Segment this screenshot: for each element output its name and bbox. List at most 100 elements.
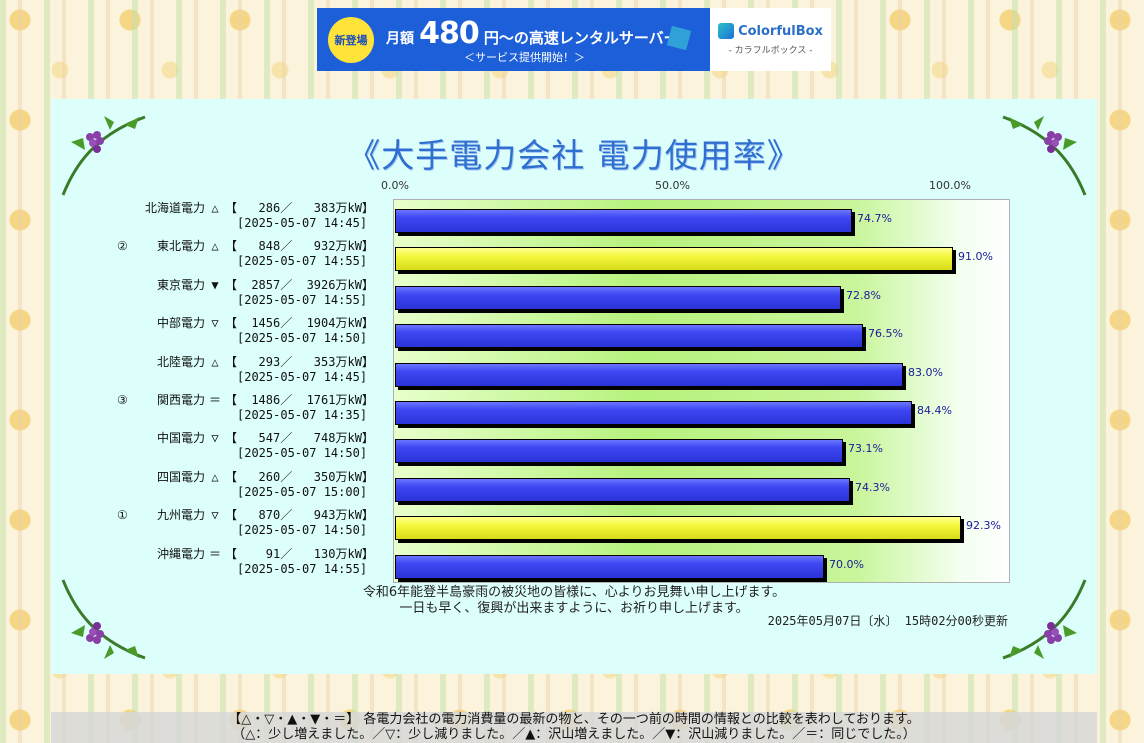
capacity-value: 943 [313,508,336,523]
capacity-value: 932 [313,239,336,254]
row-timestamp: 2025-05-07 14:55 [244,292,360,307]
unit-label: 万kW [335,431,362,446]
usage-bar [395,324,863,349]
row-label: ① 九州電力 ▽ 【 870／ 943万kW】 [2025-05-07 14:50] [117,508,374,538]
usage-bar [395,247,953,272]
brand-kana: - カラフルボックス - [728,46,813,56]
trend-symbol: ▽ [211,316,219,331]
unit-label: 万kW [335,508,362,523]
row-label: 北陸電力 △ 【 293／ 353万kW】 [2025-05-07 14:45] [117,355,374,385]
grape-vine-icon [1002,579,1087,660]
row-label: ③ 関西電力＝【 1486／ 1761万kW】 [2025-05-07 14:35] [117,393,374,422]
unit-label: 万kW [335,201,362,215]
row-timestamp: 2025-05-07 14:50 [244,446,360,461]
capacity-value: 130 [313,546,336,561]
bar-value-label: 76.5% [868,327,903,341]
banner-prefix: 月額 [386,31,414,47]
usage-value: 260 [258,469,281,484]
sympathy-message-line2: 一日も早く、復興が出来ますように、お祈り申し上げます。 [399,601,749,616]
grape-vine-icon [61,579,146,660]
legend-footer: 【△・▽・▲・▼・＝】 各電力会社の電力消費量の最新の物と、その一つ前の時間の情… [51,712,1097,743]
usage-value: 848 [258,239,281,254]
usage-bar [395,516,961,541]
capacity-value: 350 [313,469,336,484]
usage-value: 2857 [251,277,281,292]
unit-label: 万kW [335,354,362,369]
banner-subtitle: ＜サービス提供開始！＞ [464,51,585,64]
row-label: 沖縄電力＝【 91／ 130万kW】 [2025-05-07 14:55] [117,547,374,577]
row-timestamp: 2025-05-07 14:35 [244,408,360,422]
trend-symbol: ＝ [208,393,221,407]
colorfulbox-logo-icon [718,23,735,39]
row-label: ② 東北電力 △ 【 848／ 932万kW】 [2025-05-07 14:55] [117,239,374,269]
grape-vine-icon [61,115,146,196]
capacity-value: 748 [313,431,336,446]
sympathy-message-line1: 令和6年能登半島豪雨の被災地の皆様に、心よりお見舞い申し上げます。 [362,585,786,600]
company-name: 沖縄電力 [156,546,205,561]
x-tick-label: 0.0% [381,179,409,192]
trend-symbol: △ [211,354,219,369]
row-label: 中部電力 ▽ 【 1456／ 1904万kW】 [2025-05-07 14:50] [117,316,374,346]
usage-value: 293 [258,354,281,369]
rank-badge: ① [117,508,128,523]
trend-symbol: ＝ [208,546,221,561]
banner-suffix: 円～の高速レンタルサーバー [483,29,679,47]
usage-value: 1456 [251,316,281,331]
trend-symbol: ▼ [211,277,219,292]
bar-value-label: 84.4% [917,404,952,417]
row-timestamp: 2025-05-07 14:55 [244,561,360,576]
capacity-value: 1904 [306,316,336,331]
unit-label: 万kW [335,239,362,254]
row-timestamp: 2025-05-07 14:45 [244,216,360,230]
company-name: 四国電力 [156,469,205,484]
row-label: 北海道電力 △ 【 286／ 383万kW】 [2025-05-07 14:45] [117,201,374,231]
usage-bar [395,401,912,425]
usage-value: 870 [258,508,281,523]
bar-plot-area: 74.7% 91.0% 72.8% 76.5% 83.0% 84.4% 73.1% 74.3%… [393,199,1010,583]
bar-value-label: 92.3% [966,519,1001,533]
legend-line2: （△：少し増えました。／▽：少し減りました。／▲：沢山増えました。／▼：沢山減り… [232,727,916,742]
row-timestamp: 2025-05-07 14:50 [244,523,360,538]
trend-symbol: △ [211,201,219,215]
usage-bar [395,209,852,233]
bar-value-label: 91.0% [958,250,993,264]
bar-value-label: 74.7% [857,212,892,225]
company-name: 中国電力 [156,431,205,446]
brand-name: ColorfulBox [738,23,823,39]
usage-value: 286 [258,201,281,215]
ad-banner[interactable]: 新登場 月額 480 円～の高速レンタルサーバー ＜サービス提供開始！＞ Col… [317,8,831,71]
bar-value-label: 74.3% [855,480,890,494]
usage-bar [395,477,850,502]
trend-symbol: △ [211,469,219,484]
usage-value: 91 [265,546,281,561]
row-label: 四国電力 △ 【 260／ 350万kW】 [2025-05-07 15:00] [117,470,374,500]
company-name: 東北電力 [156,239,205,254]
row-timestamp: 2025-05-07 14:45 [244,369,360,384]
usage-bar [395,362,903,387]
unit-label: 万kW [335,469,362,484]
unit-label: 万kW [335,316,362,331]
usage-value: 547 [258,431,281,446]
rank-badge: ③ [117,393,128,407]
trend-symbol: △ [211,239,219,254]
usage-value: 1486 [251,393,281,407]
capacity-value: 3926 [306,277,336,292]
trend-symbol: ▽ [211,431,219,446]
company-name: 九州電力 [156,508,205,523]
company-name: 北海道電力 [144,201,205,215]
page-title: 《大手電力会社 電力使用率》 [347,136,801,175]
banner-price: 480 [419,16,480,51]
unit-label: 万kW [335,393,362,407]
company-name: 中部電力 [156,316,205,331]
bar-value-label: 83.0% [908,365,943,379]
company-name: 関西電力 [156,393,205,407]
bar-value-label: 73.1% [848,442,883,456]
usage-panel: 《大手電力会社 電力使用率》 0.0% 50.0% 100.0% 北海道電力 △ 【… [51,99,1097,674]
row-label: 東京電力 ▼ 【 2857／ 3926万kW】 [2025-05-07 14:55] [117,278,374,308]
banner-new-badge: 新登場 [328,16,374,63]
row-timestamp: 2025-05-07 15:00 [244,484,360,499]
bar-value-label: 70.0% [829,557,864,571]
trend-symbol: ▽ [211,508,219,523]
rank-badge: ② [117,239,128,254]
banner-text: 月額 480 円～の高速レンタルサーバー ＜サービス提供開始！＞ [386,8,686,71]
